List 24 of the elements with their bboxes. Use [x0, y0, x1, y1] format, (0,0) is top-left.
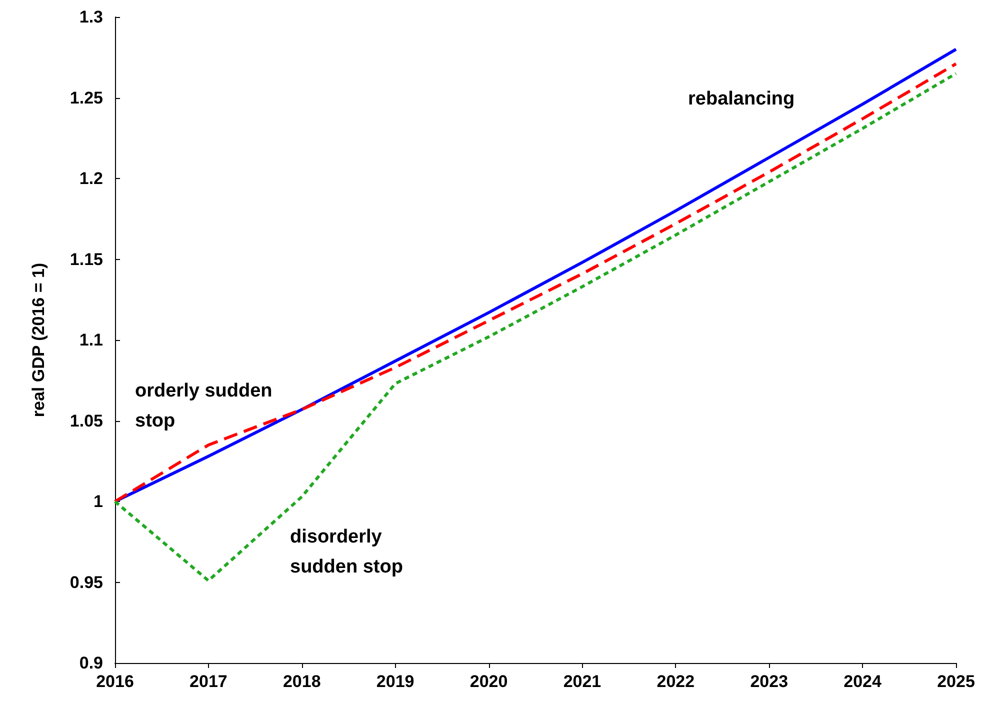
x-tick-label: 2017	[190, 672, 228, 691]
y-tick-label: 1.2	[79, 169, 103, 188]
x-tick-label: 2025	[937, 672, 975, 691]
x-tick-label: 2022	[656, 672, 695, 691]
annotation: disorderly sudden stop	[290, 526, 403, 578]
x-tick-label: 2020	[470, 672, 508, 691]
y-tick-label: 0.95	[70, 572, 103, 592]
y-tick-label: 1.1	[79, 330, 103, 350]
y-tick-label: 0.9	[79, 654, 103, 672]
x-tick-label: 2023	[750, 672, 788, 691]
x-tick-label: 2021	[563, 672, 602, 691]
annotation: orderly sudden stop	[135, 380, 278, 432]
x-tick-label: 2018	[282, 672, 321, 691]
x-tick-label: 2024	[844, 672, 882, 691]
y-tick-label: 1.15	[70, 250, 103, 269]
annotation: rebalancing	[688, 88, 795, 110]
y-tick-label: 1	[94, 492, 103, 511]
x-tick-label: 2016	[96, 672, 134, 691]
y-axis-title: real GDP (2016 = 1)	[29, 262, 48, 418]
y-tick-label: 1.05	[70, 411, 103, 430]
line-series	[114, 72, 958, 582]
y-tick-label: 1.3	[79, 8, 103, 26]
y-tick-label: 1.25	[70, 88, 103, 108]
x-tick-label: 2019	[376, 672, 414, 691]
